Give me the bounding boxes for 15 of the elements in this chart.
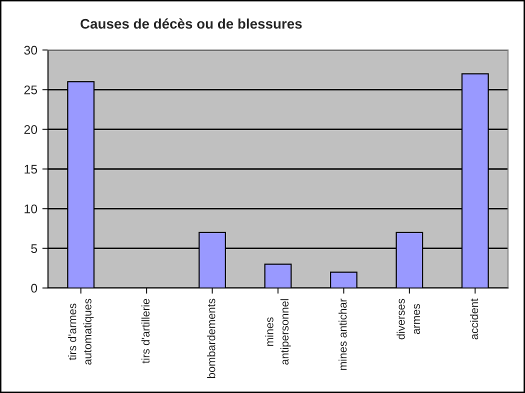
x-tick-label: tirs d'armes automatiques: [68, 298, 94, 365]
y-tick-label: 0: [31, 284, 38, 293]
y-tick-label: 20: [24, 125, 38, 134]
x-tick-label: mines antipersonnel: [265, 299, 291, 365]
x-tick-label: bombardements: [207, 298, 216, 378]
y-tick-label: 15: [24, 164, 38, 174]
x-tick-label: accident: [470, 298, 478, 340]
y-tick-label: 5: [31, 244, 38, 253]
x-tick-label: mines antichar: [338, 298, 347, 370]
x-tick-label: diverses armes: [396, 298, 420, 340]
y-tick-label: 10: [24, 204, 38, 214]
chart-title: Causes de décès ou de blessures: [80, 18, 302, 29]
x-tick-label: tirs d'artillerie: [141, 298, 150, 364]
y-tick-label: 25: [24, 85, 38, 94]
y-tick-label: 30: [24, 46, 38, 55]
